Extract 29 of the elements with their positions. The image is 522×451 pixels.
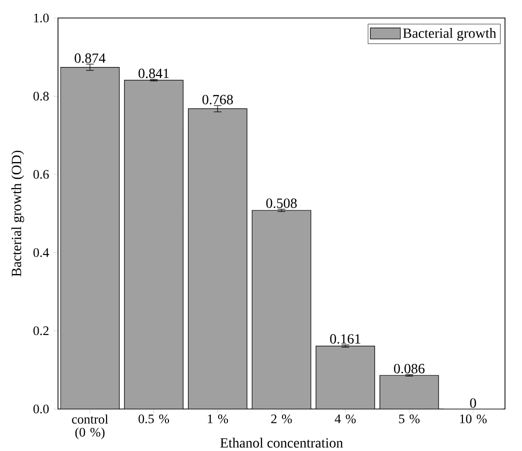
data-label: 0.508: [266, 198, 297, 208]
x-tick-label: 4 %: [334, 414, 356, 424]
x-tick-label: 0.5 %: [138, 414, 170, 424]
x-tick-label: 5 %: [399, 414, 420, 424]
x-axis-title: Ethanol concentration: [220, 438, 343, 448]
data-label: 0.768: [202, 94, 233, 104]
bar: [316, 346, 375, 409]
x-tick-label: control (0 %): [72, 414, 108, 440]
data-label: 0.841: [138, 68, 169, 78]
legend-label: Bacterial growth: [403, 28, 496, 41]
bar: [124, 80, 184, 409]
y-tick-label: 0.2: [33, 326, 48, 336]
data-label: 0.086: [394, 364, 425, 374]
y-tick-label: 0.8: [33, 92, 49, 101]
data-label: 0.874: [74, 53, 106, 63]
bar: [188, 108, 248, 409]
y-tick-label: 0.6: [33, 170, 49, 179]
data-label: 0.161: [330, 334, 360, 344]
bar: [60, 67, 120, 409]
x-tick-label: 10 %: [460, 414, 487, 424]
y-tick-label: 0.4: [33, 248, 50, 258]
data-label: 0: [470, 398, 476, 408]
bar: [252, 210, 311, 409]
x-tick-label: 2 %: [271, 414, 292, 424]
x-tick-label: 1 %: [208, 414, 228, 424]
y-axis-title: Bacterial growth (OD): [11, 150, 24, 276]
y-tick-label: 0.0: [33, 404, 49, 414]
bar: [380, 375, 439, 409]
y-tick-label: 1.0: [34, 14, 49, 22]
